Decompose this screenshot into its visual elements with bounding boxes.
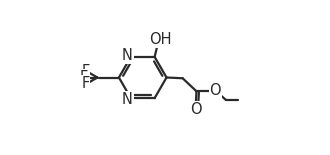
Text: O: O bbox=[190, 102, 202, 117]
Text: F: F bbox=[81, 64, 89, 79]
Text: OH: OH bbox=[149, 32, 172, 47]
Text: N: N bbox=[122, 93, 133, 107]
Text: O: O bbox=[210, 83, 221, 98]
Text: F: F bbox=[81, 76, 89, 91]
Text: F: F bbox=[80, 70, 88, 85]
Text: N: N bbox=[122, 48, 133, 62]
